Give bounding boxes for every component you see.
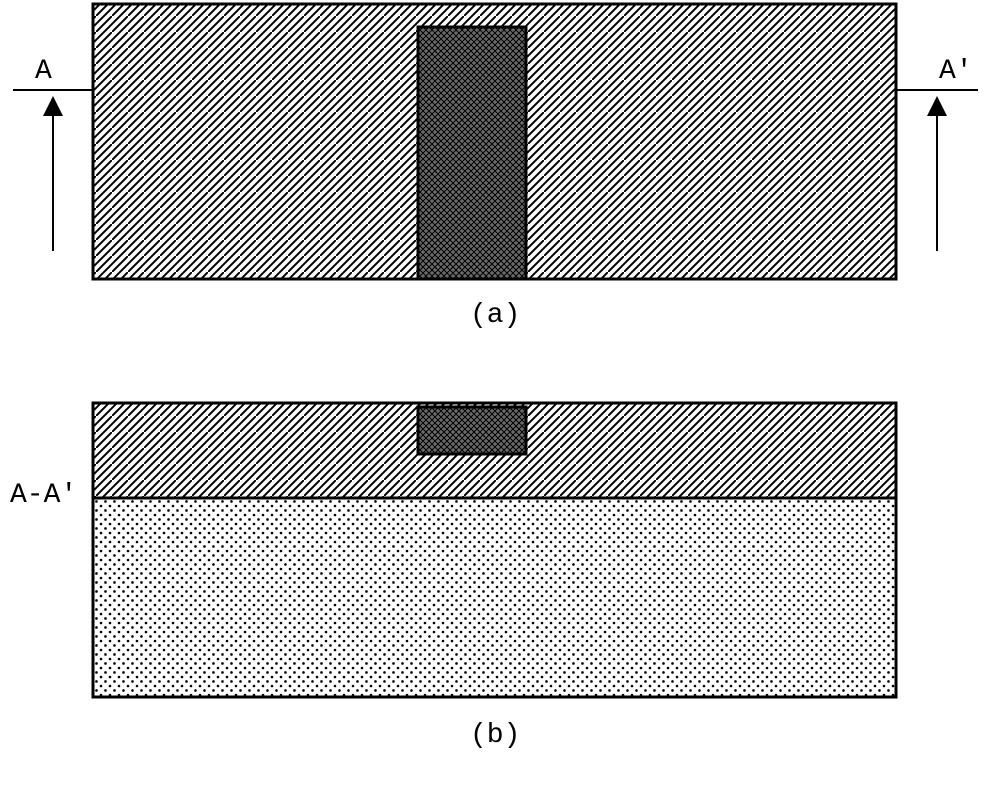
panel-a-inset-rect	[418, 27, 526, 279]
panel-b-caption: (b)	[470, 720, 520, 751]
section-marker-right: A'	[939, 56, 973, 87]
panel-a-caption: (a)	[470, 300, 520, 331]
figure-svg	[0, 0, 1000, 781]
panel-b-inset-rect	[418, 407, 526, 454]
figure-canvas	[0, 0, 1000, 781]
section-marker-left: A	[35, 56, 52, 87]
section-label: A-A'	[10, 480, 77, 511]
panel-b-dotted-rect	[93, 498, 896, 697]
section-arrowhead-left	[43, 96, 63, 116]
section-arrowhead-right	[927, 96, 947, 116]
